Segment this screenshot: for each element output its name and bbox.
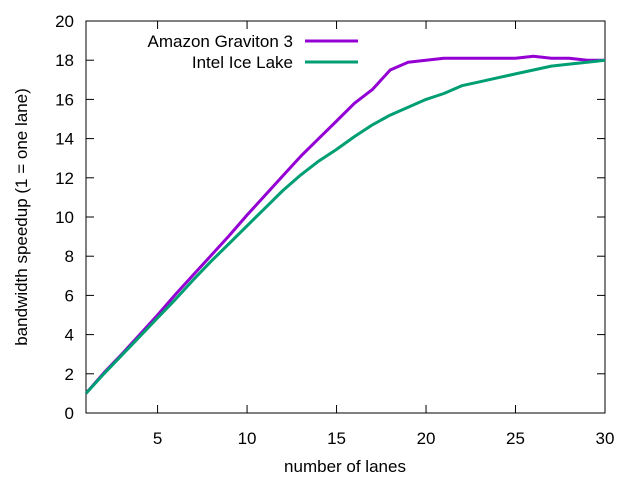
series-line-amazon-graviton-3 bbox=[84, 54, 605, 395]
legend-label-intel-ice-lake: Intel Ice Lake bbox=[192, 53, 293, 72]
legend: Amazon Graviton 3 Intel Ice Lake bbox=[147, 32, 358, 72]
y-tick-label: 12 bbox=[55, 169, 74, 188]
y-tick-label: 2 bbox=[65, 365, 74, 384]
y-tick-label: 14 bbox=[55, 130, 74, 149]
x-tick-label: 5 bbox=[153, 429, 162, 448]
x-tick-label: 30 bbox=[596, 429, 615, 448]
y-axis-label: bandwidth speedup (1 = one lane) bbox=[12, 88, 31, 346]
x-tick-label: 25 bbox=[506, 429, 525, 448]
y-axis-ticks: 0 2 4 6 8 10 12 14 16 18 20 bbox=[55, 12, 605, 423]
x-tick-label: 15 bbox=[327, 429, 346, 448]
y-tick-label: 18 bbox=[55, 51, 74, 70]
y-tick-label: 8 bbox=[65, 247, 74, 266]
y-tick-label: 16 bbox=[55, 90, 74, 109]
y-tick-label: 10 bbox=[55, 208, 74, 227]
legend-label-amazon-graviton-3: Amazon Graviton 3 bbox=[147, 32, 293, 51]
x-tick-label: 10 bbox=[238, 429, 257, 448]
x-axis-label: number of lanes bbox=[284, 457, 406, 476]
y-tick-label: 0 bbox=[65, 404, 74, 423]
x-tick-label: 20 bbox=[417, 429, 436, 448]
plot-border bbox=[85, 20, 606, 414]
series-lines bbox=[84, 54, 606, 395]
y-tick-label: 4 bbox=[65, 326, 74, 345]
series-line-intel-ice-lake bbox=[84, 58, 606, 395]
plot-frame bbox=[85, 20, 606, 414]
x-axis-ticks: 5 10 15 20 25 30 bbox=[153, 21, 615, 448]
y-tick-label: 20 bbox=[55, 12, 74, 31]
y-tick-label: 6 bbox=[65, 286, 74, 305]
